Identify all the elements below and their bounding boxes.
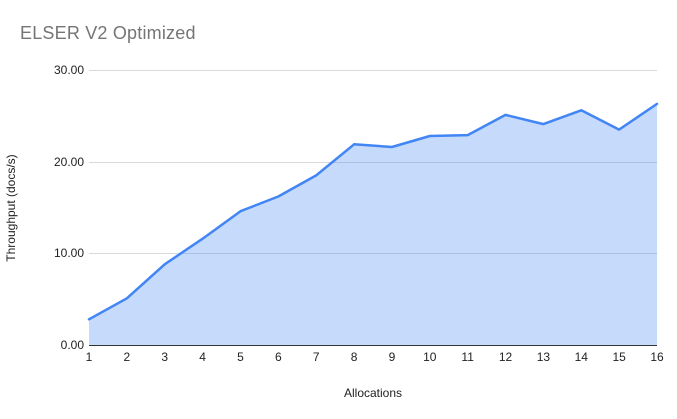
x-tick-label: 14 bbox=[574, 350, 588, 364]
area-series-plot bbox=[87, 102, 659, 346]
x-tick-label: 1 bbox=[85, 350, 93, 364]
y-gridline bbox=[89, 70, 657, 71]
x-tick-label: 13 bbox=[536, 350, 551, 364]
chart-title: ELSER V2 Optimized bbox=[20, 23, 196, 43]
x-axis-baseline bbox=[89, 345, 657, 346]
x-tick-label: 11 bbox=[461, 350, 474, 364]
y-tick-label: 0.00 bbox=[60, 338, 84, 352]
x-tick-label: 7 bbox=[312, 350, 320, 364]
x-tick-label: 4 bbox=[199, 350, 206, 364]
y-tick-label: 10.00 bbox=[53, 246, 84, 261]
series-area-fill bbox=[89, 103, 657, 346]
x-tick-label: 12 bbox=[498, 350, 513, 364]
x-tick-label: 5 bbox=[237, 350, 244, 364]
x-tick-label: 10 bbox=[423, 350, 437, 364]
y-tick-label: 20.00 bbox=[53, 154, 84, 169]
x-tick-label: 8 bbox=[350, 350, 358, 364]
x-tick-label: 16 bbox=[650, 350, 664, 364]
x-tick-label: 3 bbox=[161, 350, 169, 364]
x-tick-label: 2 bbox=[123, 350, 131, 364]
y-gridline bbox=[89, 253, 657, 255]
y-axis-title: Throughput (docs/s) bbox=[4, 154, 18, 262]
y-gridline bbox=[89, 161, 657, 163]
x-tick-label: 6 bbox=[274, 350, 282, 364]
series-line bbox=[87, 102, 659, 321]
x-tick-label: 15 bbox=[612, 350, 626, 364]
y-tick-label: 30.00 bbox=[53, 63, 84, 77]
x-tick-label: 9 bbox=[388, 350, 396, 364]
x-axis-title: Allocations bbox=[343, 386, 403, 400]
